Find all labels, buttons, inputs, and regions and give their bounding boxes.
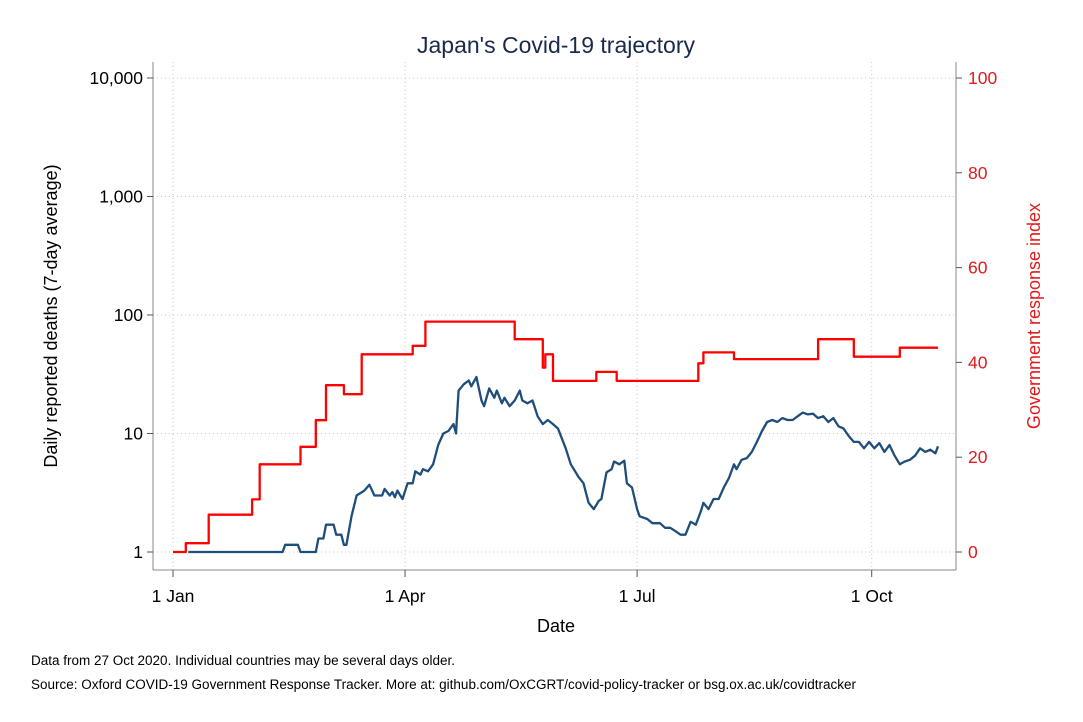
y-right-tick-label: 60 — [968, 258, 988, 278]
grid — [153, 62, 956, 570]
y-right-tick-label: 40 — [968, 352, 988, 372]
y-left-tick-label: 100 — [114, 305, 143, 325]
y-axis-left-label: Daily reported deaths (7-day average) — [41, 164, 61, 467]
ticks: 1 10 100 1,000 10,000 0 20 40 60 80 100 1 Jan 1 Apr 1… — [89, 68, 997, 606]
x-tick-label: 1 Oct — [851, 586, 893, 606]
x-axis-label: Date — [537, 616, 575, 636]
y-left-tick-label: 10,000 — [89, 68, 143, 88]
x-tick-label: 1 Jul — [619, 586, 656, 606]
response-index-series-line — [173, 320, 938, 554]
footnote-data-date: Data from 27 Oct 2020. Individual countr… — [31, 653, 455, 668]
series — [173, 320, 940, 554]
y-left-tick-label: 1,000 — [99, 187, 143, 207]
chart-title: Japan's Covid-19 trajectory — [417, 32, 695, 58]
y-right-tick-label: 80 — [968, 163, 988, 183]
footnote-source: Source: Oxford COVID-19 Government Respo… — [31, 677, 857, 692]
y-left-tick-label: 10 — [124, 424, 144, 444]
x-tick-label: 1 Jan — [152, 586, 195, 606]
deaths-series-line — [188, 375, 940, 554]
y-right-tick-label: 20 — [968, 447, 988, 467]
y-left-tick-label: 1 — [133, 542, 143, 562]
y-right-tick-label: 100 — [968, 68, 997, 88]
axes — [152, 62, 957, 571]
x-tick-label: 1 Apr — [385, 586, 426, 606]
y-axis-right-label: Government response index — [1024, 203, 1044, 429]
y-right-tick-label: 0 — [968, 542, 978, 562]
